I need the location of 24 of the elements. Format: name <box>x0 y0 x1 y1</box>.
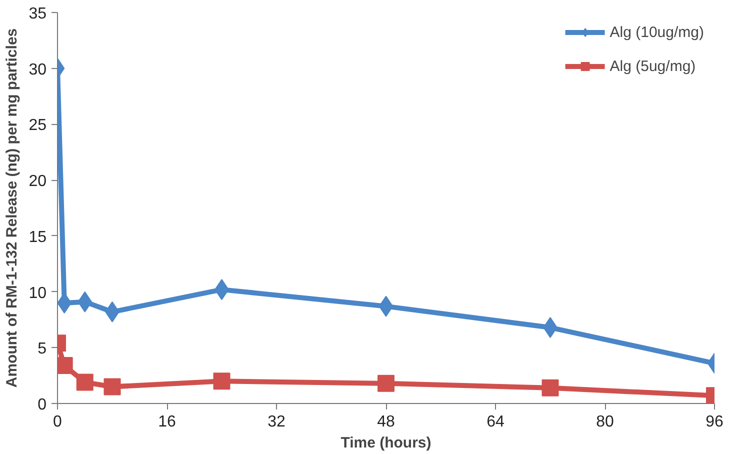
y-axis-title: Amount of RM-1-132 Release (ng) per mg particles <box>4 28 21 388</box>
x-tick-label: 64 <box>486 414 504 430</box>
x-axis-title: Time (hours) <box>340 434 432 452</box>
point <box>104 378 121 396</box>
point <box>213 372 230 390</box>
x-tick-label: 16 <box>158 414 176 430</box>
y-tick-label: 25 <box>28 117 47 134</box>
x-tick-label: 0 <box>53 414 62 430</box>
x-tick-label: 32 <box>268 414 286 430</box>
y-tick-label: 35 <box>28 6 47 22</box>
x-tick-label: 48 <box>377 414 395 430</box>
y-tick-label: 15 <box>28 228 47 246</box>
x-tick-label: 96 <box>706 414 724 430</box>
point <box>542 379 559 396</box>
x-tick-label: 80 <box>596 414 614 430</box>
y-tick-label: 0 <box>38 396 47 414</box>
y-tick-label: 10 <box>28 284 47 302</box>
y-tick-label: 5 <box>38 340 47 358</box>
point <box>76 374 94 391</box>
legend-label: Alg (10ug/mg) <box>610 24 704 40</box>
y-tick-label: 30 <box>28 61 47 78</box>
legend-label: Alg (5ug/mg) <box>610 58 696 74</box>
point <box>378 374 394 392</box>
y-tick-label: 20 <box>28 173 47 190</box>
